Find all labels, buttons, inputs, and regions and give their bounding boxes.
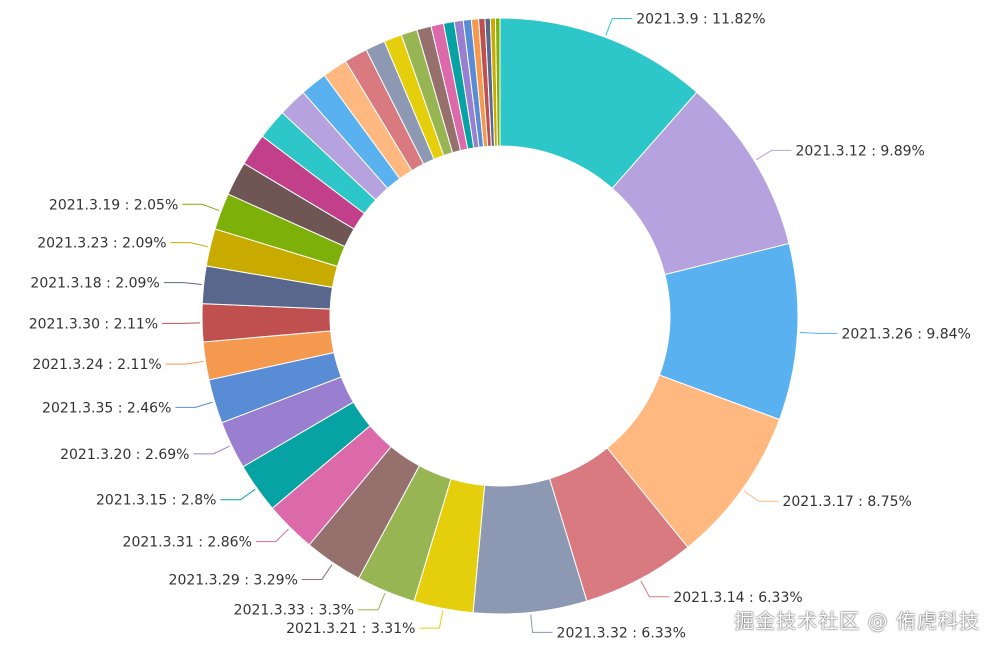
label-leader-line [182, 203, 220, 212]
slice-label: 2021.3.15 : 2.8% [96, 493, 216, 509]
label-leader-line [640, 580, 670, 598]
label-leader-line [530, 614, 553, 633]
label-leader-line [165, 360, 204, 365]
slice-label: 2021.3.20 : 2.69% [60, 447, 189, 463]
slice-label: 2021.3.31 : 2.86% [123, 535, 252, 551]
slice-label: 2021.3.17 : 8.75% [782, 494, 911, 510]
donut-slice [494, 17, 501, 147]
slice-label: 2021.3.21 : 3.31% [286, 621, 415, 637]
slice-label: 2021.3.33 : 3.3% [234, 603, 354, 619]
slice-label: 2021.3.23 : 2.09% [37, 236, 166, 252]
slice-label: 2021.3.12 : 9.89% [796, 143, 925, 159]
slice-label: 2021.3.32 : 6.33% [557, 625, 686, 641]
label-leader-line [358, 592, 386, 611]
label-leader-line [799, 331, 838, 334]
slice-label: 2021.3.18 : 2.09% [30, 276, 159, 292]
slice-label: 2021.3.26 : 9.84% [842, 326, 971, 342]
watermark-text: 掘金技术社区 @ 侑虎科技 [734, 609, 980, 633]
slice-label: 2021.3.24 : 2.11% [32, 357, 161, 373]
slice-labels: 2021.3.9 : 11.82% 2021.3.12 : 9.89% 2021.3… [29, 11, 971, 641]
label-leader-line [175, 401, 213, 408]
slice-label: 2021.3.35 : 2.46% [42, 400, 171, 416]
label-leader-line [220, 488, 256, 501]
slice-label: 2021.3.29 : 3.29% [169, 572, 298, 588]
slice-label: 2021.3.19 : 2.05% [49, 197, 178, 213]
label-leader-line [605, 17, 633, 36]
label-leader-line [170, 242, 209, 248]
label-leader-line [743, 490, 779, 502]
slice-label: 2021.3.9 : 11.82% [636, 11, 765, 27]
label-leader-line [193, 445, 230, 455]
label-leader-line [755, 149, 792, 161]
slice-label: 2021.3.30 : 2.11% [29, 316, 158, 332]
label-leader-line [419, 610, 444, 629]
donut-slices [201, 17, 799, 615]
label-leader-line [255, 528, 289, 543]
slice-label: 2021.3.14 : 6.33% [673, 590, 802, 606]
label-leader-line [163, 282, 202, 286]
label-leader-line [301, 564, 333, 580]
